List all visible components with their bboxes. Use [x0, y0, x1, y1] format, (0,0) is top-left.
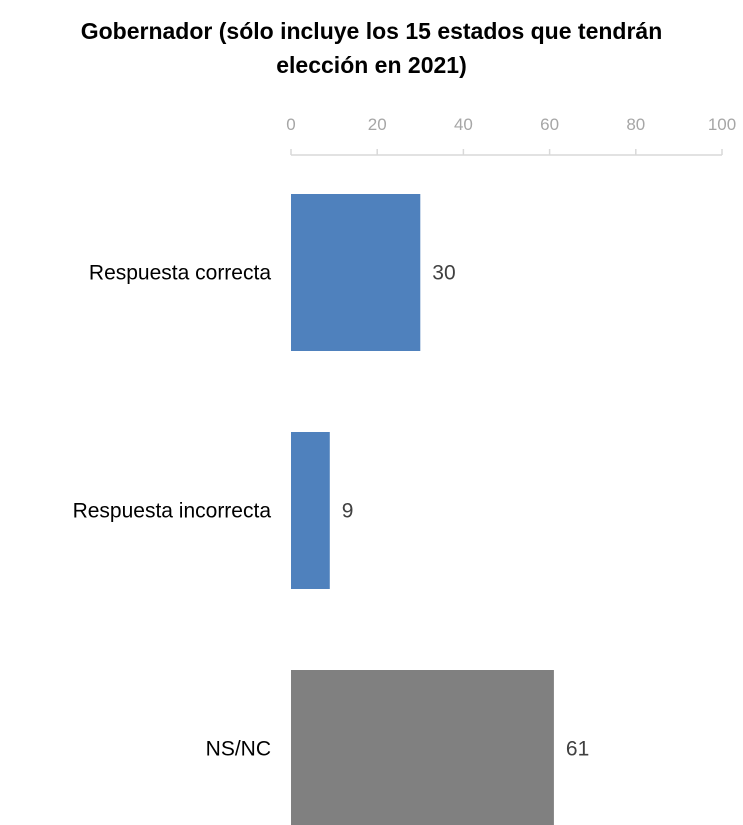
data-label: 30	[432, 262, 455, 285]
bar	[291, 194, 421, 351]
x-tick-label: 0	[286, 115, 295, 134]
data-label: 9	[342, 500, 354, 523]
category-label: NS/NC	[206, 738, 271, 761]
bar	[291, 432, 330, 589]
x-tick-label: 60	[540, 115, 559, 134]
bar	[291, 670, 554, 825]
data-labels: 30 9 61	[342, 262, 589, 761]
data-label: 61	[566, 738, 589, 761]
category-labels: Respuesta correcta Respuesta incorrecta NS…	[73, 262, 272, 761]
x-tick-label: 40	[454, 115, 473, 134]
category-label: Respuesta incorrecta	[73, 500, 272, 523]
chart-title: Gobernador (sólo incluye los 15 estados …	[0, 14, 743, 82]
chart-title-line-2: elección en 2021)	[276, 52, 467, 78]
chart-title-line-1: Gobernador (sólo incluye los 15 estados …	[80, 18, 663, 44]
x-tick-label: 100	[708, 115, 736, 134]
x-axis: 0 20 40 60 80 100	[286, 115, 736, 156]
bars	[291, 194, 554, 825]
x-tick-label: 80	[626, 115, 645, 134]
category-label: Respuesta correcta	[89, 262, 271, 285]
x-tick-label: 20	[368, 115, 387, 134]
